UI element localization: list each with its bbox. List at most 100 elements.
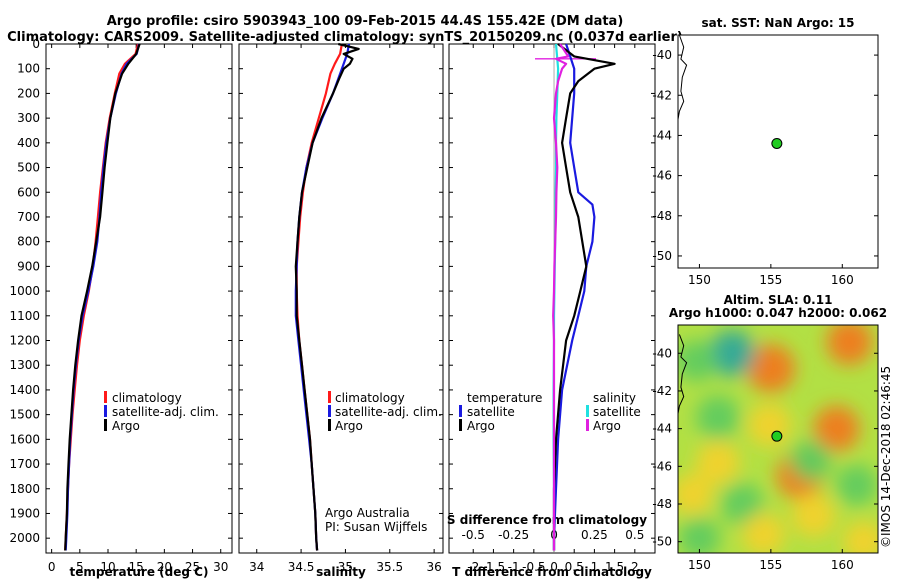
map-background [678, 35, 878, 268]
salinity-panel: 34 34.5 35 35.5 36 salinity [238, 42, 444, 579]
figure-title-line1: Argo profile: csiro 5903943_100 09-Feb-2… [107, 14, 624, 29]
lat-tick-label-3: -46 [652, 459, 672, 473]
depth-tick-label-13: 1300 [9, 358, 40, 372]
coastline [677, 34, 688, 120]
credit-line2: PI: Susan Wijffels [325, 520, 427, 534]
sla-anomaly-11 [721, 482, 764, 526]
series-line-satellite-adj-clim- [64, 43, 141, 551]
x-tick-label-4: 36 [426, 560, 441, 574]
depth-tick-label-8: 800 [17, 235, 40, 249]
legend-swatch-s-argo [586, 419, 589, 431]
x-axis-label: salinity [316, 565, 366, 579]
lat-tick-label-1: -42 [652, 88, 672, 102]
x-axis-label: temperature (deg C) [70, 565, 209, 579]
series-line-argo [294, 42, 360, 551]
legend-t-argo: Argo [467, 419, 495, 433]
legend-argo: Argo [335, 419, 363, 433]
legend-s-satellite: satellite [593, 405, 641, 419]
lat-tick-label-1: -42 [652, 384, 672, 398]
legend-swatch-t-argo [459, 419, 462, 431]
lon-tick-label-0: 150 [688, 273, 711, 287]
coastline [677, 334, 688, 414]
s-diff-tick-label-1: -0.25 [498, 528, 529, 542]
series-line-satellite-adj-clim- [294, 43, 351, 551]
legend-temperature-heading: temperature [467, 391, 542, 405]
series-line-argo [64, 43, 141, 551]
depth-tick-label-19: 1900 [9, 506, 40, 520]
legend-t-satellite: satellite [467, 405, 515, 419]
legend-swatch-satellite [328, 405, 331, 417]
x-tick-label-1: 34.5 [288, 560, 315, 574]
sla-map-panel: 150 155 160 -40 -42 -44 -46 -48 -50 Altim. SLA: 0… [652, 293, 887, 572]
map-title-line2: Argo h1000: 0.047 h2000: 0.062 [669, 306, 887, 320]
legend-swatch-argo [104, 419, 107, 431]
lat-tick-label-2: -44 [652, 128, 672, 142]
lon-tick-label-1: 155 [759, 273, 782, 287]
x-tick-label-3: 35.5 [376, 560, 403, 574]
x-tick-label-0: 34 [249, 560, 264, 574]
lat-tick-label-4: -48 [652, 209, 672, 223]
lat-tick-label-5: -50 [652, 249, 672, 263]
sla-anomaly-7 [696, 440, 740, 485]
x-tick-label-5: 0.5 [565, 560, 584, 574]
x-tick-label-5: 25 [185, 560, 200, 574]
x-tick-label-2: 10 [100, 560, 115, 574]
lat-tick-label-3: -46 [652, 169, 672, 183]
s-diff-tick-label-4: 0.5 [625, 528, 644, 542]
depth-tick-label-18: 1800 [9, 482, 40, 496]
sla-anomaly-2 [678, 340, 718, 382]
legend-swatch-satellite [104, 405, 107, 417]
x-tick-label-2: 35 [338, 560, 353, 574]
s-diff-tick-label-0: -0.5 [462, 528, 485, 542]
x-tick-label-1: -1.5 [482, 560, 505, 574]
series-line-salinity-argo [552, 43, 570, 551]
difference-panel: -2 -1.5 -1 -0.5 0 0.5 1 1.5 2-0.5 -0.25 0 0.25 0.5S … [447, 43, 656, 579]
x-tick-label-3: 15 [129, 560, 144, 574]
sla-anomaly-14 [742, 512, 785, 553]
legend-swatch-argo [328, 419, 331, 431]
plot-frame [448, 43, 656, 554]
depth-tick-label-2: 200 [17, 86, 40, 100]
lat-tick-label-5: -50 [652, 535, 672, 549]
map-frame [677, 34, 879, 269]
sla-anomaly-13 [835, 464, 878, 506]
lat-tick-label-0: -40 [652, 346, 672, 360]
x-tick-label-4: 20 [157, 560, 172, 574]
series-line-climatology [64, 43, 139, 551]
x-tick-label-7: 1.5 [605, 560, 624, 574]
sla-anomalies [678, 325, 878, 553]
depth-tick-label-14: 1400 [9, 383, 40, 397]
legend-s-argo: Argo [593, 419, 621, 433]
depth-tick-label-4: 400 [17, 136, 40, 150]
sla-anomaly-12 [791, 493, 836, 538]
sla-anomaly-15 [678, 517, 721, 553]
salinity-legend: climatology satellite-adj. clim. Argo [328, 391, 442, 433]
depth-tick-label-12: 1200 [9, 334, 40, 348]
temperature-legend: climatology satellite-adj. clim. Argo [104, 391, 219, 433]
x-tick-label-4: 0 [550, 560, 558, 574]
plot-frame [45, 43, 233, 554]
difference-legend: temperature satellite Argo salinity sate… [459, 391, 641, 433]
legend-argo: Argo [112, 419, 140, 433]
legend-satellite: satellite-adj. clim. [112, 405, 219, 419]
lon-tick-label-1: 155 [759, 558, 782, 572]
series-line-temperature-satellite [552, 43, 596, 551]
sla-anomaly-6 [747, 403, 792, 447]
x-tick-label-0: -2 [467, 560, 479, 574]
map-title-line1: sat. SST: NaN Argo: 15 [701, 16, 854, 30]
x-axis-label: T difference from climatology [452, 565, 652, 579]
depth-tick-label-3: 300 [17, 111, 40, 125]
depth-tick-label-0: 0 [32, 37, 40, 51]
legend-swatch-t-satellite [459, 405, 462, 417]
temperature-panel: 0 5 10 15 20 25 30 temperature (deg C) [45, 43, 233, 579]
sla-anomaly-0 [746, 344, 796, 393]
sla-anomaly-3 [826, 325, 873, 365]
depth-tick-label-9: 900 [17, 259, 40, 273]
series-line-climatology [295, 43, 343, 551]
copyright-stamp: ©IMOS 14-Dec-2018 02:46:45 [879, 366, 893, 548]
sla-anomaly-5 [696, 395, 740, 440]
sst-map-panel: 150 155 160 -40 -42 -44 -46 -48 -50 sat. SST: NaN… [652, 16, 879, 287]
depth-tick-label-5: 500 [17, 161, 40, 175]
depth-tick-label-17: 1700 [9, 457, 40, 471]
